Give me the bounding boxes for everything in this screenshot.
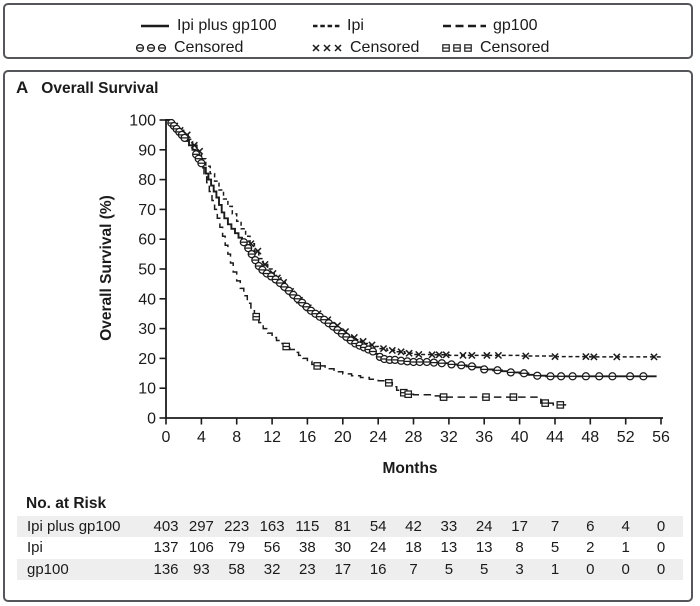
legend-label: Ipi plus gp100 bbox=[177, 17, 277, 34]
legend-label: Censored bbox=[174, 39, 244, 56]
at-risk-cell: 6 bbox=[586, 517, 595, 535]
at-risk-cell: 5 bbox=[444, 560, 454, 578]
at-risk-cell: 23 bbox=[299, 560, 316, 578]
at-risk-cell: 5 bbox=[480, 560, 489, 578]
solid-line-swatch-icon bbox=[141, 24, 169, 28]
y-axis-title: Overall Survival (%) bbox=[98, 195, 115, 341]
at-risk-row-label: Ipi plus gp100 bbox=[27, 517, 121, 535]
legend-label: Censored bbox=[480, 39, 550, 56]
at-risk-cell: 0 bbox=[656, 517, 666, 535]
short-dash-line-swatch-icon bbox=[313, 24, 340, 28]
at-risk-cell: 93 bbox=[193, 560, 210, 578]
at-risk-cell: 223 bbox=[224, 517, 250, 535]
legend-item-censored-x: Censored bbox=[311, 38, 419, 58]
legend-label: gp100 bbox=[493, 17, 538, 34]
at-risk-cell: 7 bbox=[409, 560, 418, 578]
at-risk-cell: 1 bbox=[621, 539, 630, 556]
at-risk-cell: 403 bbox=[153, 517, 179, 535]
at-risk-cell: 13 bbox=[440, 539, 458, 556]
at-risk-cell: 30 bbox=[334, 539, 352, 556]
at-risk-cell: 79 bbox=[228, 539, 246, 556]
panel-heading: A Overall Survival bbox=[16, 78, 158, 98]
x-censor-marks-icon bbox=[312, 44, 342, 52]
at-risk-cell: 0 bbox=[656, 560, 666, 578]
at-risk-cell: 17 bbox=[511, 517, 528, 535]
at-risk-cell: 13 bbox=[475, 539, 493, 556]
legend-label: Ipi bbox=[347, 17, 364, 34]
at-risk-cell: 1 bbox=[550, 560, 560, 578]
at-risk-cell: 136 bbox=[153, 560, 179, 578]
at-risk-cell: 38 bbox=[299, 539, 316, 556]
at-risk-cell: 0 bbox=[656, 539, 666, 556]
at-risk-cell: 24 bbox=[475, 517, 493, 535]
at-risk-row-label: gp100 bbox=[27, 560, 69, 578]
at-risk-cell: 42 bbox=[405, 517, 422, 535]
at-risk-cell: 0 bbox=[621, 560, 630, 578]
at-risk-cell: 17 bbox=[334, 560, 352, 578]
at-risk-cell: 106 bbox=[188, 539, 214, 556]
at-risk-cell: 7 bbox=[550, 517, 560, 535]
at-risk-cell: 32 bbox=[263, 560, 281, 578]
legend-label: Censored bbox=[350, 39, 420, 56]
at-risk-cell: 58 bbox=[228, 560, 246, 578]
legend: Ipi plus gp100 Ipi gp100 Censored bbox=[3, 3, 693, 59]
at-risk-cell: 2 bbox=[586, 539, 595, 556]
legend-item-ipi: Ipi bbox=[312, 16, 364, 36]
circle-censor-marks-icon bbox=[135, 43, 167, 53]
at-risk-cell: 137 bbox=[153, 539, 179, 556]
at-risk-row-label: Ipi bbox=[27, 539, 43, 556]
at-risk-cell: 54 bbox=[369, 517, 387, 535]
at-risk-cell: 33 bbox=[440, 517, 458, 535]
panel-letter: A bbox=[16, 78, 29, 97]
at-risk-cell: 18 bbox=[405, 539, 422, 556]
legend-item-gp100: gp100 bbox=[442, 16, 538, 36]
at-risk-cell: 115 bbox=[295, 517, 320, 535]
at-risk-row-stripe bbox=[17, 515, 683, 537]
at-risk-cell: 163 bbox=[259, 517, 285, 535]
legend-item-censored-squares: Censored bbox=[441, 38, 549, 58]
at-risk-cell: 16 bbox=[369, 560, 387, 578]
at-risk-cell: 5 bbox=[550, 539, 560, 556]
legend-item-censored-circles: Censored bbox=[135, 38, 243, 58]
at-risk-cell: 297 bbox=[188, 517, 214, 535]
at-risk-cell: 3 bbox=[515, 560, 524, 578]
at-risk-row-stripe bbox=[17, 558, 683, 580]
at-risk-cell: 56 bbox=[263, 539, 281, 556]
at-risk-title: No. at Risk bbox=[26, 495, 107, 512]
square-censor-marks-icon bbox=[442, 44, 472, 52]
at-risk-cell: 24 bbox=[369, 539, 387, 556]
at-risk-cell: 4 bbox=[621, 517, 630, 535]
at-risk-cell: 81 bbox=[334, 517, 352, 535]
panel-title: Overall Survival bbox=[41, 80, 159, 97]
at-risk-cell: 0 bbox=[586, 560, 595, 578]
at-risk-cell: 8 bbox=[515, 539, 524, 556]
x-axis-title: Months bbox=[382, 460, 438, 477]
long-dash-line-swatch-icon bbox=[443, 24, 486, 28]
legend-item-ipi-plus-gp100: Ipi plus gp100 bbox=[140, 16, 277, 36]
